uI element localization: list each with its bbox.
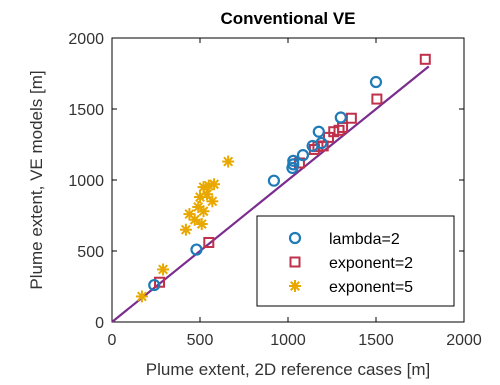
point-asterisk <box>183 208 196 221</box>
point-asterisk <box>195 218 208 231</box>
legend-marker-asterisk <box>289 280 301 292</box>
point-circle <box>334 111 347 124</box>
x-axis-label: Plume extent, 2D reference cases [m] <box>146 360 430 379</box>
chart-title: Conventional VE <box>220 9 355 28</box>
x-tick-label: 0 <box>108 332 117 349</box>
point-circle <box>148 278 161 292</box>
point-asterisk <box>206 195 219 208</box>
point-asterisk <box>197 205 210 218</box>
y-axis-label: Plume extent, VE models [m] <box>27 70 46 289</box>
point-circle <box>369 75 383 89</box>
legend-label: lambda=2 <box>329 231 400 248</box>
x-tick-label: 2000 <box>446 332 482 349</box>
point-square <box>419 53 431 65</box>
y-tick-label: 2000 <box>68 31 104 48</box>
point-asterisk <box>135 290 148 303</box>
x-tick-label: 1500 <box>358 332 394 349</box>
y-tick-label: 1500 <box>68 102 104 119</box>
legend: lambda=2 exponent=2 exponent=5 <box>256 215 455 307</box>
y-tick-label: 0 <box>95 315 104 332</box>
data-points <box>135 53 431 303</box>
legend-marker-circle <box>288 231 302 245</box>
ticks: 0 500 1000 1500 2000 0 500 1000 1500 2000 <box>68 31 481 349</box>
point-circle <box>267 174 281 187</box>
y-tick-label: 1000 <box>68 173 104 190</box>
point-circle <box>315 136 328 150</box>
point-asterisk <box>157 263 170 276</box>
point-square <box>345 112 357 124</box>
point-asterisk <box>179 223 192 236</box>
legend-marker-square <box>289 256 301 268</box>
point-asterisk <box>222 155 235 168</box>
point-asterisk <box>201 188 214 201</box>
point-circle <box>287 158 300 171</box>
x-tick-label: 500 <box>187 332 214 349</box>
point-circle <box>312 125 325 138</box>
point-circle <box>190 243 203 256</box>
legend-label: exponent=2 <box>329 255 413 272</box>
point-circle <box>287 154 300 167</box>
legend-label: exponent=5 <box>329 279 413 296</box>
x-tick-label: 1000 <box>270 332 306 349</box>
point-square <box>203 236 215 248</box>
point-asterisk <box>208 178 221 191</box>
point-square <box>371 93 383 105</box>
point-circle <box>296 149 310 162</box>
y-tick-label: 500 <box>77 244 104 261</box>
